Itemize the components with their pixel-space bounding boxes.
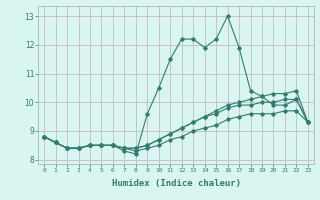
X-axis label: Humidex (Indice chaleur): Humidex (Indice chaleur) [111,179,241,188]
